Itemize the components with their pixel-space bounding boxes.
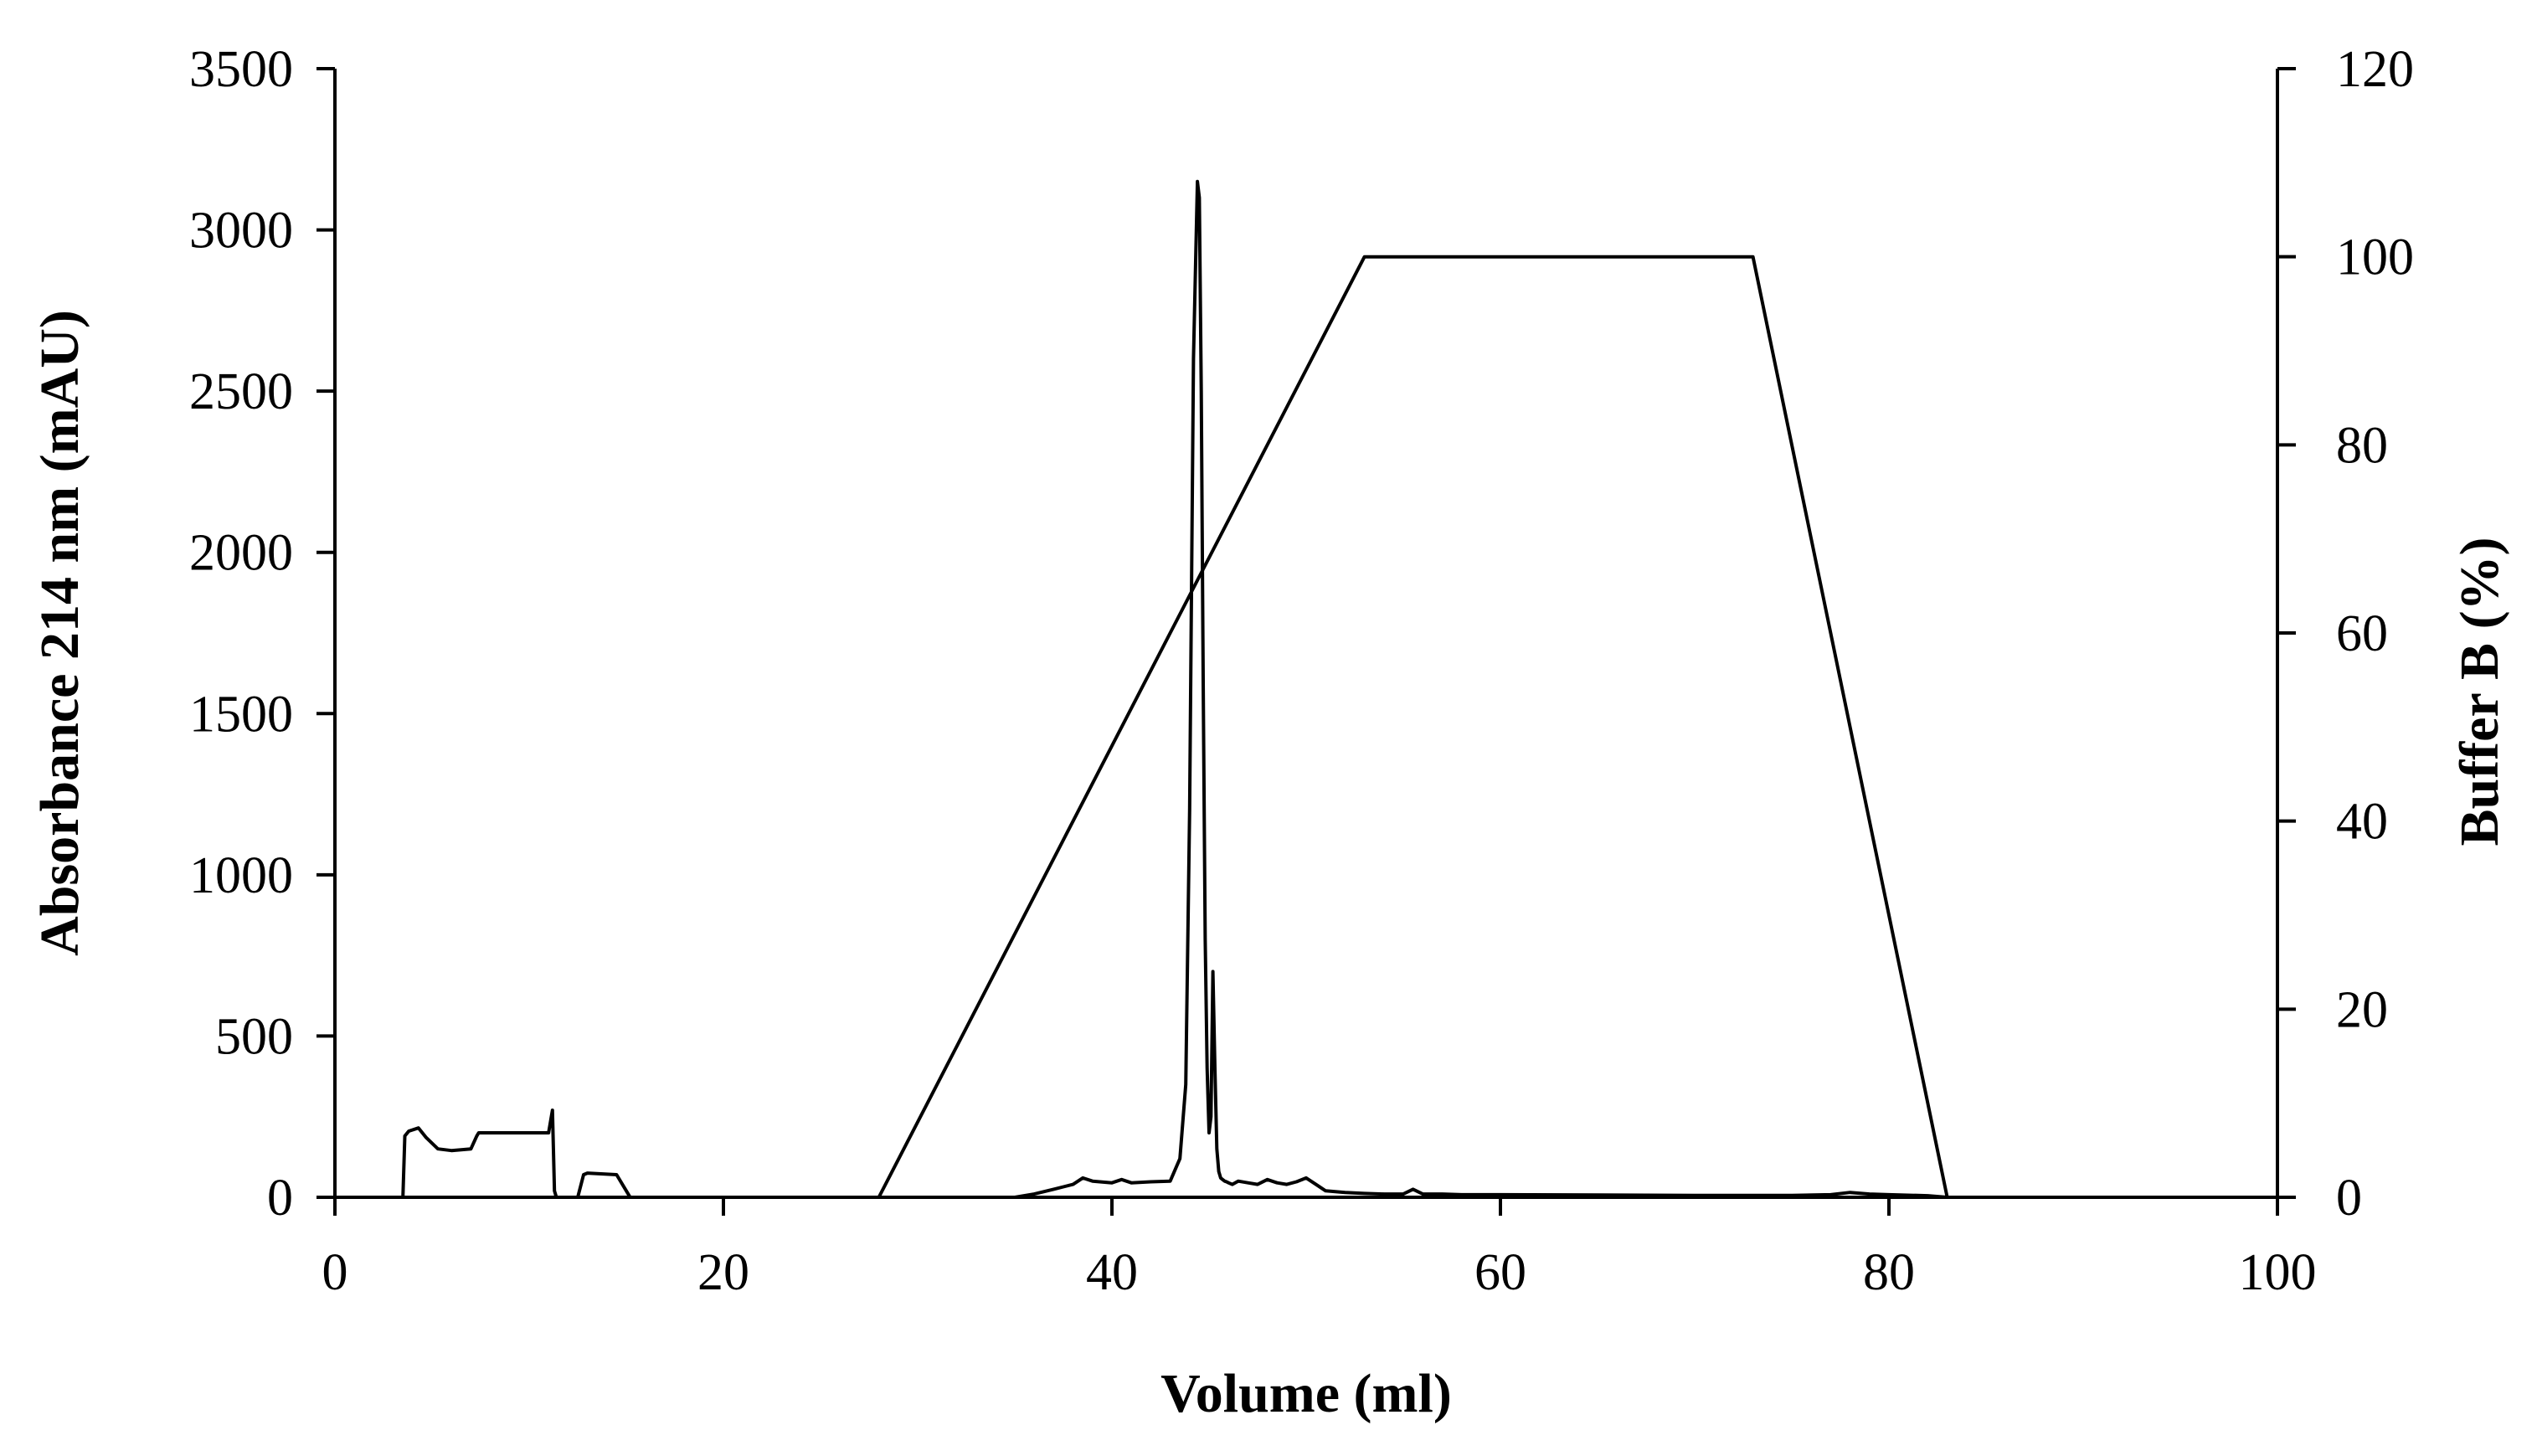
x-tick-label: 0 (322, 1244, 348, 1301)
x-tick-label: 100 (2239, 1244, 2317, 1301)
y-tick-label: 1000 (189, 847, 293, 904)
y2-tick-label: 120 (2336, 41, 2414, 98)
y-tick-label: 0 (267, 1170, 293, 1227)
x-tick-label: 80 (1863, 1244, 1915, 1301)
tick-layer: 0 20 40 60 80 1000500100015002000250030003500… (189, 41, 2414, 1301)
x-axis-title: Volume (ml) (1160, 1363, 1452, 1424)
y-tick-label: 1500 (189, 686, 293, 743)
y2-axis-title: Buffer B (%) (2449, 537, 2510, 846)
y2-tick-label: 60 (2336, 605, 2388, 662)
axes-frame (333, 69, 2279, 1199)
series-layer (333, 179, 2279, 1199)
x-tick-label: 60 (1474, 1244, 1526, 1301)
y2-tick-label: 80 (2336, 417, 2388, 474)
y2-tick-label: 40 (2336, 794, 2388, 851)
y-tick-label: 3500 (189, 41, 293, 98)
absorbance-trace-line (333, 179, 2279, 1199)
buffer-b-gradient-line (333, 255, 2279, 1199)
x-tick-label: 20 (697, 1244, 749, 1301)
y-tick-label: 2000 (189, 525, 293, 582)
y-axis-title: Absorbance 214 nm (mAU) (29, 310, 90, 956)
y2-tick-label: 20 (2336, 981, 2388, 1038)
y2-tick-label: 100 (2336, 229, 2414, 286)
y-tick-label: 2500 (189, 363, 293, 420)
x-tick-label: 40 (1086, 1244, 1138, 1301)
y2-tick-label: 0 (2336, 1170, 2362, 1227)
y-tick-label: 3000 (189, 203, 293, 260)
y-tick-label: 500 (215, 1008, 293, 1065)
